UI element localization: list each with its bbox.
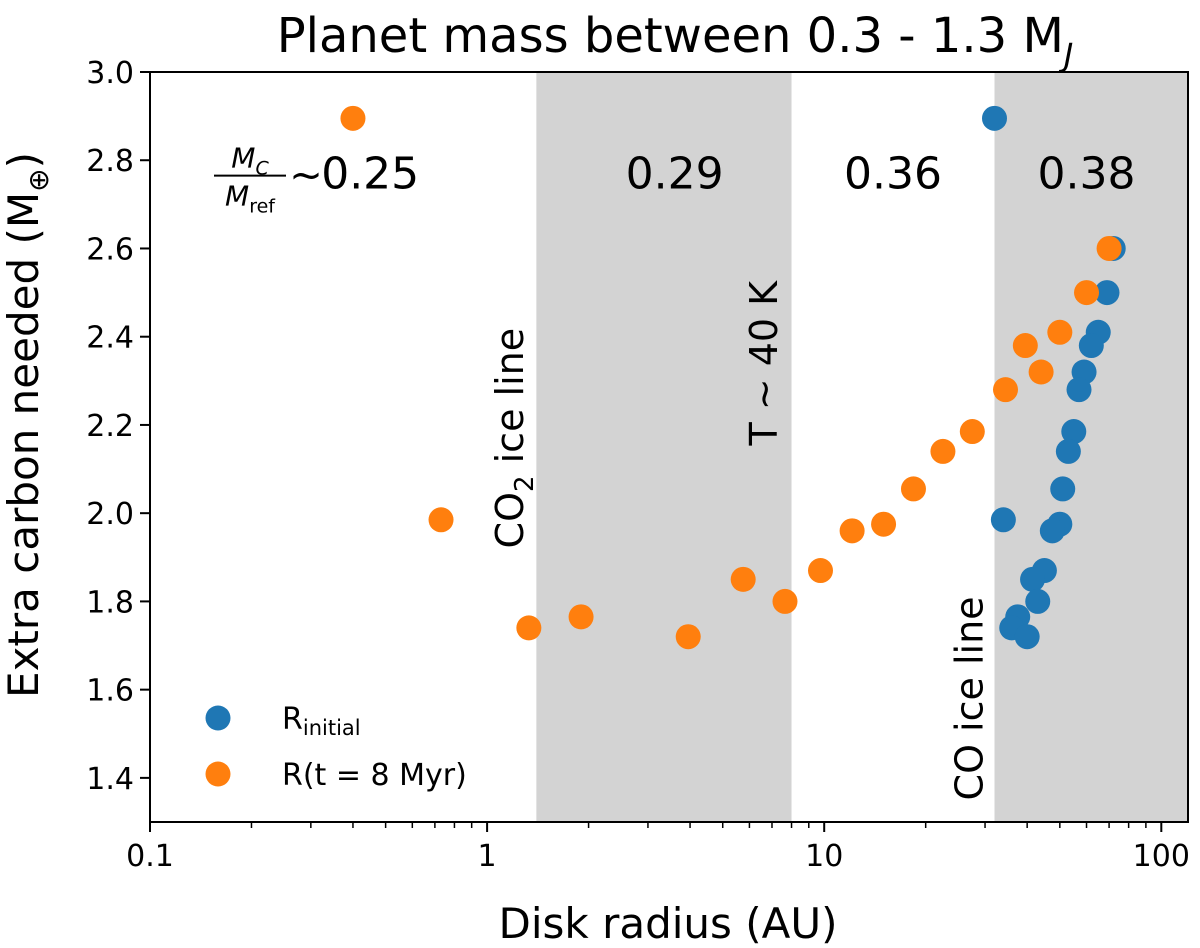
point-r-initial — [1025, 588, 1051, 614]
point-r-initial — [1066, 377, 1092, 403]
point-r-initial — [1039, 518, 1065, 544]
point-r-initial — [1014, 624, 1040, 650]
shaded-regions — [536, 72, 1188, 822]
point-r-initial — [1078, 333, 1104, 359]
x-tick-label: 1 — [478, 839, 497, 874]
region-value-label: 0.38 — [1038, 149, 1136, 200]
point-r-8myr — [1047, 319, 1073, 345]
point-r-8myr — [900, 476, 926, 502]
point-r-8myr — [730, 566, 756, 592]
point-r-initial — [1055, 438, 1081, 464]
legend: Rinitial R(t = 8 Myr) — [205, 702, 467, 793]
point-r-initial — [1020, 566, 1046, 592]
point-r-8myr — [839, 518, 865, 544]
point-r-initial — [1094, 280, 1120, 306]
y-tick-label: 2.2 — [86, 409, 134, 444]
ratio-denominator: Mref — [225, 180, 276, 218]
point-r-8myr — [959, 419, 985, 445]
point-r-8myr — [993, 377, 1019, 403]
point-r-8myr — [1096, 235, 1122, 261]
point-r-8myr — [772, 588, 798, 614]
legend-marker — [205, 705, 231, 731]
y-tick-label: 3.0 — [86, 56, 134, 91]
ratio-sim-symbol: ~ — [289, 153, 323, 199]
point-r-8myr — [807, 558, 833, 584]
point-r-8myr — [1012, 333, 1038, 359]
y-tick-label: 2.6 — [86, 232, 134, 267]
x-axis-label: Disk radius (AU) — [499, 899, 838, 948]
point-r-8myr — [340, 105, 366, 131]
point-r-initial — [1050, 476, 1076, 502]
y-axis-label: Extra carbon needed (M⊕) — [0, 152, 55, 698]
data-points — [340, 105, 1126, 650]
point-r-initial — [981, 105, 1007, 131]
legend-label: Rinitial — [282, 702, 361, 740]
shaded-region-1 — [536, 72, 792, 822]
y-tick-label: 1.4 — [86, 762, 134, 797]
point-r-initial — [990, 507, 1016, 533]
point-r-8myr — [1074, 280, 1100, 306]
point-r-8myr — [568, 604, 594, 630]
point-r-8myr — [871, 511, 897, 537]
chart-title-main: Planet mass between 0.3 - 1.3 M — [277, 8, 1064, 64]
region-value-label: 0.29 — [626, 149, 724, 200]
line-label-2: T ∼ 40 K — [742, 280, 786, 447]
y-axis-ticks: 1.4 1.6 1.8 2.0 2.2 2.4 2.6 2.8 3.0 — [86, 56, 150, 797]
y-axis-label-close: ) — [0, 152, 48, 168]
y-tick-label: 2.0 — [86, 497, 134, 532]
shaded-region-2 — [994, 72, 1188, 822]
region-value-label: 0.36 — [844, 149, 942, 200]
plot-frame — [149, 71, 1189, 823]
y-tick-label: 2.4 — [86, 321, 134, 356]
point-r-8myr — [428, 507, 454, 533]
line-label-3: CO ice line — [948, 596, 992, 800]
chart-title: Planet mass between 0.3 - 1.3 MJ — [277, 8, 1074, 74]
line-label-1: CO2 ice line — [488, 328, 540, 549]
x-tick-label: 10 — [805, 839, 843, 874]
legend-label: R(t = 8 Myr) — [282, 758, 467, 793]
x-axis-ticks: 0.1 1 10 100 — [126, 822, 1190, 874]
point-r-8myr — [1028, 359, 1054, 385]
x-tick-label: 0.1 — [126, 839, 174, 874]
legend-marker — [205, 761, 231, 787]
point-r-8myr — [675, 624, 701, 650]
point-r-8myr — [516, 615, 542, 641]
point-r-initial — [1061, 419, 1087, 445]
region-value-label: 0.25 — [321, 149, 419, 200]
y-axis-label-symbol: ⊕ — [22, 168, 55, 191]
y-tick-label: 2.8 — [86, 144, 134, 179]
y-tick-label: 1.8 — [86, 585, 134, 620]
x-tick-label: 100 — [1133, 839, 1190, 874]
ratio-numerator: MC — [231, 142, 269, 180]
y-tick-label: 1.6 — [86, 674, 134, 709]
y-axis-label-main: Extra carbon needed (M — [0, 192, 48, 698]
point-r-8myr — [930, 438, 956, 464]
